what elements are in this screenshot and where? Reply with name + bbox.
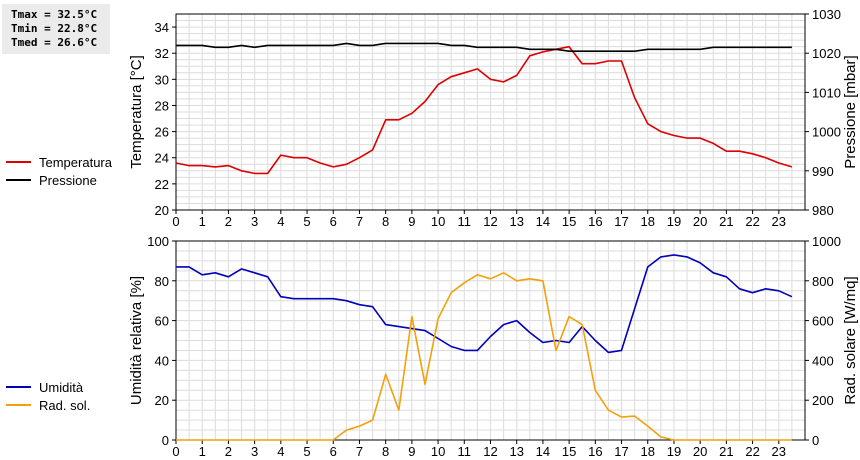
x-tick-label: 12 — [483, 444, 497, 459]
y-left-tick-label: 22 — [155, 177, 169, 192]
x-tick-label: 16 — [588, 444, 602, 459]
x-tick-label: 0 — [172, 444, 179, 459]
y-right-tick-label: 0 — [812, 433, 819, 448]
y-left-axis-label: Umidità relativa [%] — [128, 276, 145, 405]
y-right-tick-label: 1010 — [812, 85, 841, 100]
y-left-tick-label: 24 — [155, 151, 169, 166]
y-right-tick-label: 990 — [812, 164, 834, 179]
y-left-tick-label: 34 — [155, 20, 169, 35]
y-right-tick-label: 200 — [812, 393, 834, 408]
y-left-tick-label: 0 — [162, 433, 169, 448]
y-right-tick-label: 800 — [812, 274, 834, 289]
y-left-tick-label: 100 — [147, 234, 169, 249]
x-tick-label: 15 — [562, 444, 576, 459]
legend-label: Rad. sol. — [39, 398, 90, 413]
x-tick-label: 15 — [562, 214, 576, 229]
x-tick-label: 11 — [458, 444, 472, 459]
y-left-tick-label: 32 — [155, 46, 169, 61]
y-left-tick-label: 80 — [155, 274, 169, 289]
x-tick-label: 22 — [745, 444, 759, 459]
x-tick-label: 2 — [225, 444, 232, 459]
x-tick-label: 1 — [199, 214, 206, 229]
x-tick-label: 23 — [772, 214, 786, 229]
y-left-tick-label: 60 — [155, 314, 169, 329]
x-tick-label: 19 — [667, 444, 681, 459]
x-tick-label: 18 — [641, 214, 655, 229]
x-tick-label: 21 — [719, 444, 733, 459]
x-tick-label: 9 — [408, 444, 415, 459]
y-left-tick-label: 28 — [155, 98, 169, 113]
x-tick-label: 5 — [303, 444, 310, 459]
stats-box: Tmax = 32.5°C Tmin = 22.8°C Tmed = 26.6°… — [2, 4, 110, 54]
x-tick-label: 9 — [408, 214, 415, 229]
x-tick-label: 11 — [458, 214, 472, 229]
y-right-tick-label: 1030 — [812, 7, 841, 22]
y-right-tick-label: 1020 — [812, 46, 841, 61]
x-tick-label: 4 — [277, 214, 284, 229]
x-tick-label: 1 — [199, 444, 206, 459]
series-line-temperatura — [175, 45, 793, 175]
x-tick-label: 3 — [251, 214, 258, 229]
y-left-axis-label: Temperatura [°C] — [128, 55, 145, 169]
x-tick-label: 16 — [588, 214, 602, 229]
x-tick-label: 21 — [719, 214, 733, 229]
x-tick-label: 18 — [641, 444, 655, 459]
legend-label: Pressione — [39, 173, 97, 188]
x-tick-label: 6 — [330, 444, 337, 459]
x-tick-label: 6 — [330, 214, 337, 229]
tmin-text: Tmin = 22.8°C — [11, 22, 98, 35]
y-left-tick-label: 26 — [155, 125, 169, 140]
x-tick-label: 3 — [251, 444, 258, 459]
x-tick-label: 19 — [667, 214, 681, 229]
x-tick-label: 17 — [614, 214, 628, 229]
x-tick-label: 2 — [225, 214, 232, 229]
y-right-tick-label: 600 — [812, 314, 834, 329]
series-line-rad-sol- — [176, 271, 792, 441]
tmax-text: Tmax = 32.5°C — [11, 8, 98, 21]
x-tick-label: 14 — [536, 444, 550, 459]
y-right-tick-label: 1000 — [812, 125, 841, 140]
x-tick-label: 4 — [277, 444, 284, 459]
chart-panel-1: 0 1 2 3 4 5 6 7 8 9 10 11 12 13 14 15 16 17 18 19 20 21 22 2320… — [6, 7, 859, 229]
x-tick-label: 20 — [693, 214, 707, 229]
x-tick-label: 22 — [745, 214, 759, 229]
x-tick-label: 13 — [509, 214, 523, 229]
x-tick-label: 8 — [382, 444, 389, 459]
y-right-axis-label: Rad. solare [W/mq] — [842, 276, 859, 404]
legend-label: Temperatura — [39, 155, 113, 170]
y-left-tick-label: 30 — [155, 72, 169, 87]
y-left-tick-label: 20 — [155, 393, 169, 408]
x-tick-label: 7 — [356, 444, 363, 459]
tmed-text: Tmed = 26.6°C — [11, 36, 98, 49]
series-line-umidit- — [176, 254, 793, 354]
y-left-tick-label: 40 — [155, 353, 169, 368]
y-right-tick-label: 980 — [812, 203, 834, 218]
x-tick-label: 8 — [382, 214, 389, 229]
series-line-pressione — [176, 42, 792, 53]
x-tick-label: 5 — [303, 214, 310, 229]
y-right-tick-label: 1000 — [812, 234, 841, 249]
chart-panel-2: 0 1 2 3 4 5 6 7 8 9 10 11 12 13 14 15 16 17 18 19 20 21 22 2302… — [6, 234, 859, 459]
y-left-tick-label: 20 — [155, 203, 169, 218]
x-tick-label: 14 — [536, 214, 550, 229]
x-tick-label: 12 — [483, 214, 497, 229]
legend-label: Umidità — [39, 380, 84, 395]
y-right-tick-label: 400 — [812, 353, 834, 368]
y-right-axis-label: Pressione [mbar] — [842, 55, 859, 168]
x-tick-label: 23 — [772, 444, 786, 459]
x-tick-label: 0 — [172, 214, 179, 229]
x-tick-label: 20 — [693, 444, 707, 459]
x-tick-label: 17 — [614, 444, 628, 459]
x-tick-label: 13 — [509, 444, 523, 459]
x-tick-label: 7 — [356, 214, 363, 229]
x-tick-label: 10 — [431, 214, 445, 229]
x-tick-label: 10 — [431, 444, 445, 459]
